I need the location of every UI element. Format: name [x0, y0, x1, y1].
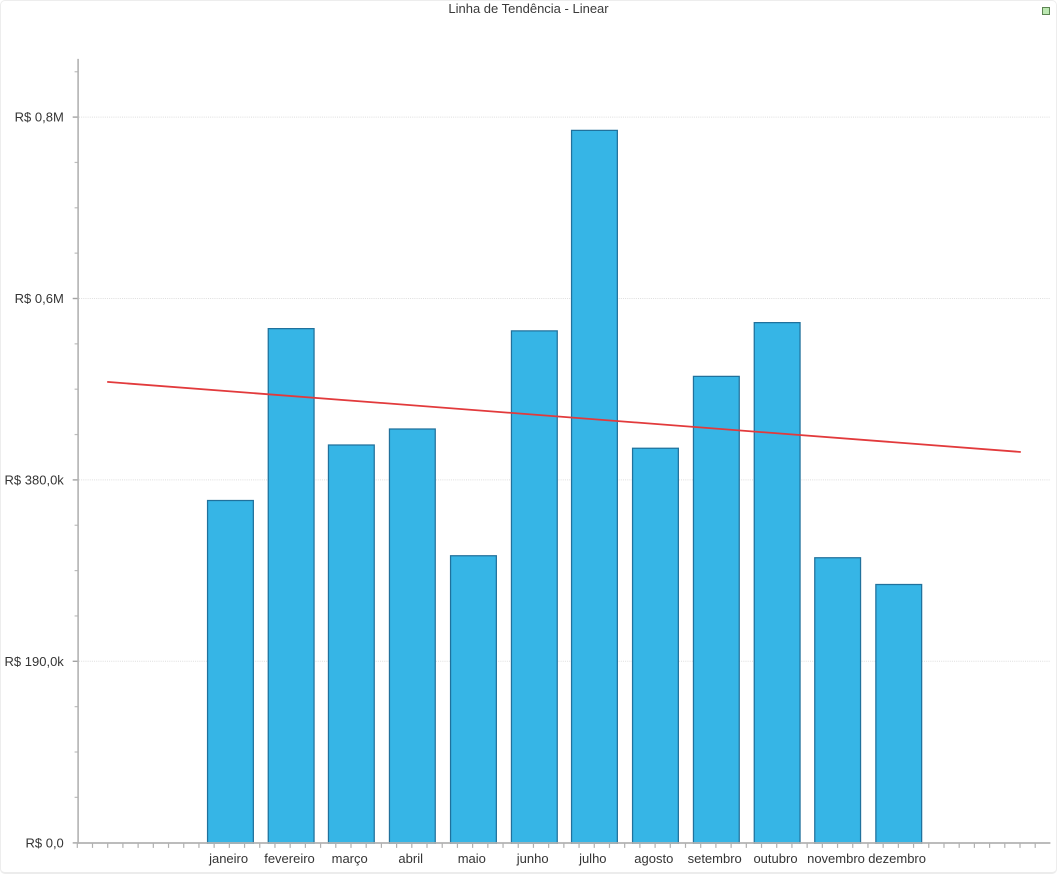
svg-text:julho: julho — [578, 851, 606, 866]
svg-text:abril: abril — [398, 851, 423, 866]
svg-text:maio: maio — [458, 851, 486, 866]
svg-text:R$ 380,0k: R$ 380,0k — [5, 473, 65, 488]
svg-text:R$ 0,0: R$ 0,0 — [25, 835, 63, 850]
svg-text:fevereiro: fevereiro — [264, 851, 315, 866]
svg-text:dezembro: dezembro — [868, 851, 926, 866]
svg-text:R$ 0,6M: R$ 0,6M — [15, 291, 64, 306]
svg-text:agosto: agosto — [634, 851, 673, 866]
svg-text:R$ 0,8M: R$ 0,8M — [15, 110, 64, 125]
svg-text:junho: junho — [516, 851, 549, 866]
svg-text:novembro: novembro — [807, 851, 865, 866]
svg-text:R$ 190,0k: R$ 190,0k — [5, 654, 65, 669]
svg-text:setembro: setembro — [688, 851, 742, 866]
svg-text:outubro: outubro — [753, 851, 797, 866]
svg-text:janeiro: janeiro — [208, 851, 248, 866]
svg-text:março: março — [332, 851, 368, 866]
